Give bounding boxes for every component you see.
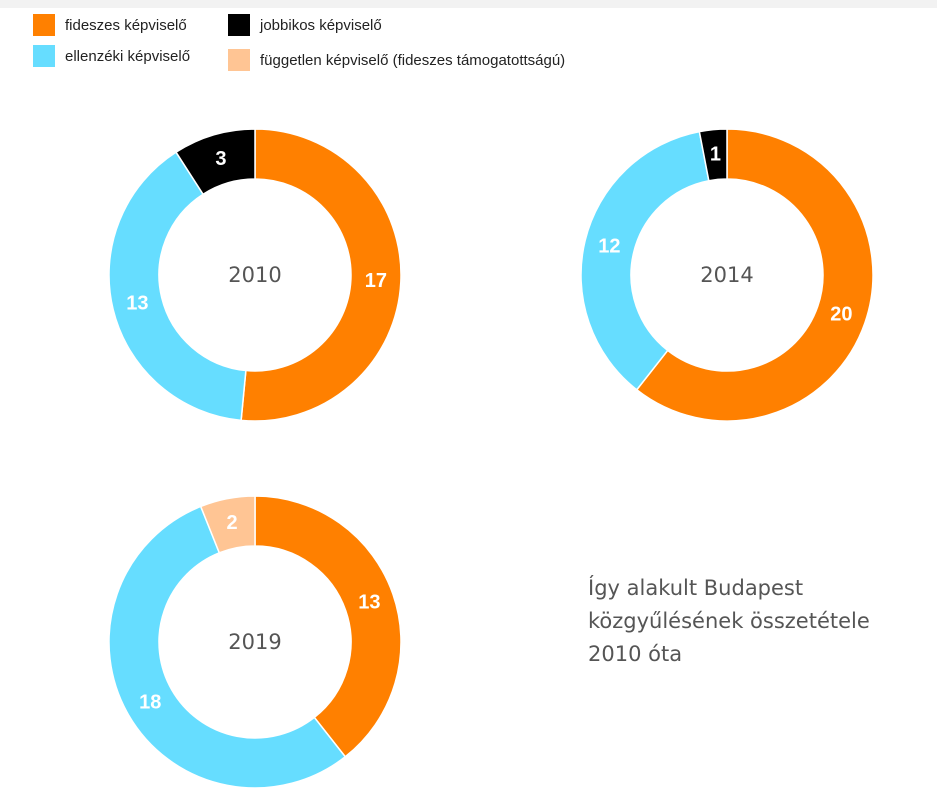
legend-swatch-fuggetlen — [228, 49, 250, 71]
legend-label-fidesz: fideszes képviselő — [65, 16, 187, 34]
donut-2019-value-label-0: 13 — [358, 591, 380, 613]
caption-line-2: közgyűlésének összetétele — [588, 609, 870, 633]
caption-line-3: 2010 óta — [588, 642, 683, 666]
donut-2019-slice-0 — [254, 495, 402, 758]
legend-swatch-fidesz — [33, 14, 55, 36]
donut-2010-value-label-1: 13 — [126, 293, 148, 315]
donut-2010-value-label-0: 17 — [365, 270, 387, 292]
legend-item-ellenzek: ellenzéki képviselő — [33, 45, 190, 67]
donut-2010-slice-0 — [240, 128, 402, 422]
legend-item-fidesz: fideszes képviselő — [33, 14, 187, 36]
donut-2014-value-label-0: 20 — [830, 304, 852, 326]
donut-2010-slice-1 — [108, 151, 247, 422]
donut-2010-value-label-2: 3 — [215, 148, 226, 170]
donut-2014-center-label: 2014 — [700, 263, 753, 287]
donut-2010-center-label: 2010 — [228, 263, 281, 287]
caption-line-1: Így alakult Budapest — [588, 576, 804, 600]
legend-label-jobbik: jobbikos képviselő — [260, 16, 382, 34]
donut-2019-value-label-1: 18 — [139, 692, 161, 714]
caption: Így alakult Budapest közgyűlésének össze… — [588, 572, 908, 671]
donut-2014-value-label-2: 1 — [710, 144, 721, 166]
legend-swatch-ellenzek — [33, 45, 55, 67]
legend-swatch-jobbik — [228, 14, 250, 36]
legend-label-fuggetlen: független képviselő (fideszes támogatott… — [260, 51, 566, 69]
donut-2014-slice-0 — [635, 128, 874, 422]
donut-2014-slice-1 — [580, 130, 710, 391]
donut-2014-value-label-1: 12 — [598, 235, 620, 257]
donut-2010-slice-2 — [175, 128, 256, 196]
legend-item-fuggetlen: független képviselő (fideszes támogatott… — [228, 49, 565, 71]
donut-2014-slice-2 — [698, 128, 728, 182]
legend-item-jobbik: jobbikos képviselő — [228, 14, 382, 36]
top-bar — [0, 0, 937, 8]
donut-2019-center-label: 2019 — [228, 630, 281, 654]
donut-2019-value-label-2: 2 — [227, 512, 238, 534]
donut-2019-slice-1 — [108, 505, 347, 789]
legend-label-ellenzek: ellenzéki képviselő — [65, 47, 191, 65]
donut-2019-slice-2 — [199, 495, 256, 554]
